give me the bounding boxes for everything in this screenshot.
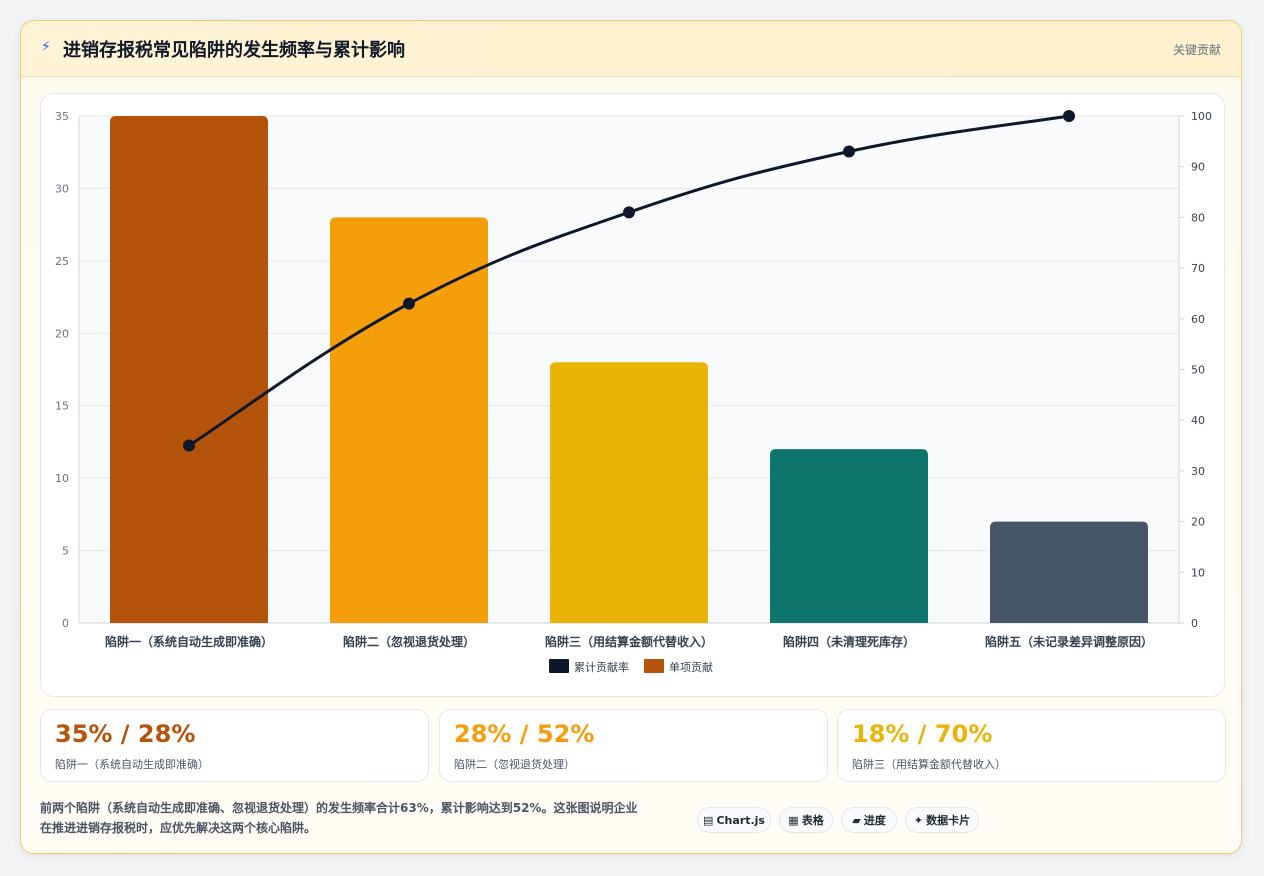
pill-label: 表格 [801,814,824,827]
y-left-tick-label: 35 [55,110,69,123]
kpi-value: 28% / 52% [454,720,595,748]
pareto-chart: 0 5 10 15 20 25 30 35 0 10 20 30 40 50 60 70 80 90 100 陷阱一（… [55,110,1212,674]
pill-label: Chart.js [716,814,765,827]
x-tick-label: 陷阱二（忽视退货处理） [343,634,475,649]
y-left-tick-label: 25 [55,255,69,268]
chart-card: ⚡ 进销存报税常见陷阱的发生频率与累计影响 关键贡献 0 5 10 15 20 25 30 3… [20,20,1242,854]
legend-swatch [644,659,664,673]
page-title: 进销存报税常见陷阱的发生频率与累计影响 [63,40,405,61]
y-left-tick-label: 10 [55,472,69,485]
pill-chartjs[interactable]: ▤ Chart.js [697,807,771,833]
lightning-icon: ⚡ [41,39,51,55]
y-right-tick-label: 50 [1191,364,1205,377]
legend-swatch [549,659,569,673]
chart-icon: ▤ [703,814,714,827]
summary-note: 前两个陷阱（系统自动生成即准确、忽视退货处理）的发生频率合计63%，累计影响达到… [40,798,690,838]
y-right-tick-label: 80 [1191,211,1205,224]
y-right-tick-label: 20 [1191,516,1205,529]
kpi-card-3: 18% / 70% 陷阱三（用结算金额代替收入） [837,709,1226,782]
progress-icon: ▰ [852,814,861,827]
y-right-tick-label: 100 [1191,110,1212,123]
y-left-tick-label: 15 [55,400,69,413]
y-right-tick-label: 60 [1191,313,1205,326]
table-icon: ▦ [788,814,799,827]
legend-label: 累计贡献率 [574,660,629,674]
pill-label: 进度 [863,814,886,827]
kpi-card-1: 35% / 28% 陷阱一（系统自动生成即准确） [40,709,429,782]
y-left-tick-label: 30 [55,182,69,195]
y-right-tick-label: 40 [1191,414,1205,427]
line-point [843,145,855,158]
x-tick-label: 陷阱四（未清理死库存） [783,634,915,649]
y-right-tick-label: 10 [1191,566,1205,579]
y-left-tick-label: 5 [62,545,69,558]
summary-line-1: 前两个陷阱（系统自动生成即准确、忽视退货处理）的发生频率合计63%，累计影响达到… [40,801,638,815]
y-right-tick-label: 70 [1191,262,1205,275]
y-right-tick-label: 30 [1191,465,1205,478]
bar [330,217,488,623]
line-point [403,297,415,310]
y-right-tick-label: 0 [1191,617,1198,630]
x-tick-label: 陷阱一（系统自动生成即准确） [105,634,273,649]
pill-progress[interactable]: ▰ 进度 [841,807,897,833]
kpi-label: 陷阱二（忽视退货处理） [454,758,575,771]
header-tag: 关键贡献 [1172,43,1221,57]
pill-label: 数据卡片 [926,814,971,827]
y-left-tick-label: 0 [62,617,69,630]
legend-label: 单项贡献 [669,660,713,674]
x-tick-label: 陷阱五（未记录差异调整原因） [985,634,1153,649]
line-point [1063,110,1075,122]
x-tick-label: 陷阱三（用结算金额代替收入） [545,634,713,649]
kpi-label: 陷阱三（用结算金额代替收入） [852,758,1006,771]
pill-table[interactable]: ▦ 表格 [779,807,833,833]
kpi-label: 陷阱一（系统自动生成即准确） [55,758,209,771]
bar [110,116,268,623]
summary-line-2: 在推进进销存报税时，应优先解决这两个核心陷阱。 [40,821,317,835]
pill-data-card[interactable]: ✦ 数据卡片 [905,807,979,833]
bar [990,521,1148,623]
kpi-value: 18% / 70% [852,720,993,748]
card-header: ⚡ 进销存报税常见陷阱的发生频率与累计影响 关键贡献 [21,21,1241,77]
sparkle-icon: ✦ [913,814,924,827]
bar [770,449,928,623]
y-left-tick-label: 20 [55,327,69,340]
line-point [183,439,195,452]
chart-container: 0 5 10 15 20 25 30 35 0 10 20 30 40 50 60 70 80 90 100 陷阱一（… [40,93,1225,697]
kpi-card-2: 28% / 52% 陷阱二（忽视退货处理） [439,709,828,782]
y-right-tick-label: 90 [1191,161,1205,174]
line-point [623,206,635,219]
kpi-value: 35% / 28% [55,720,196,748]
bar [550,362,708,623]
